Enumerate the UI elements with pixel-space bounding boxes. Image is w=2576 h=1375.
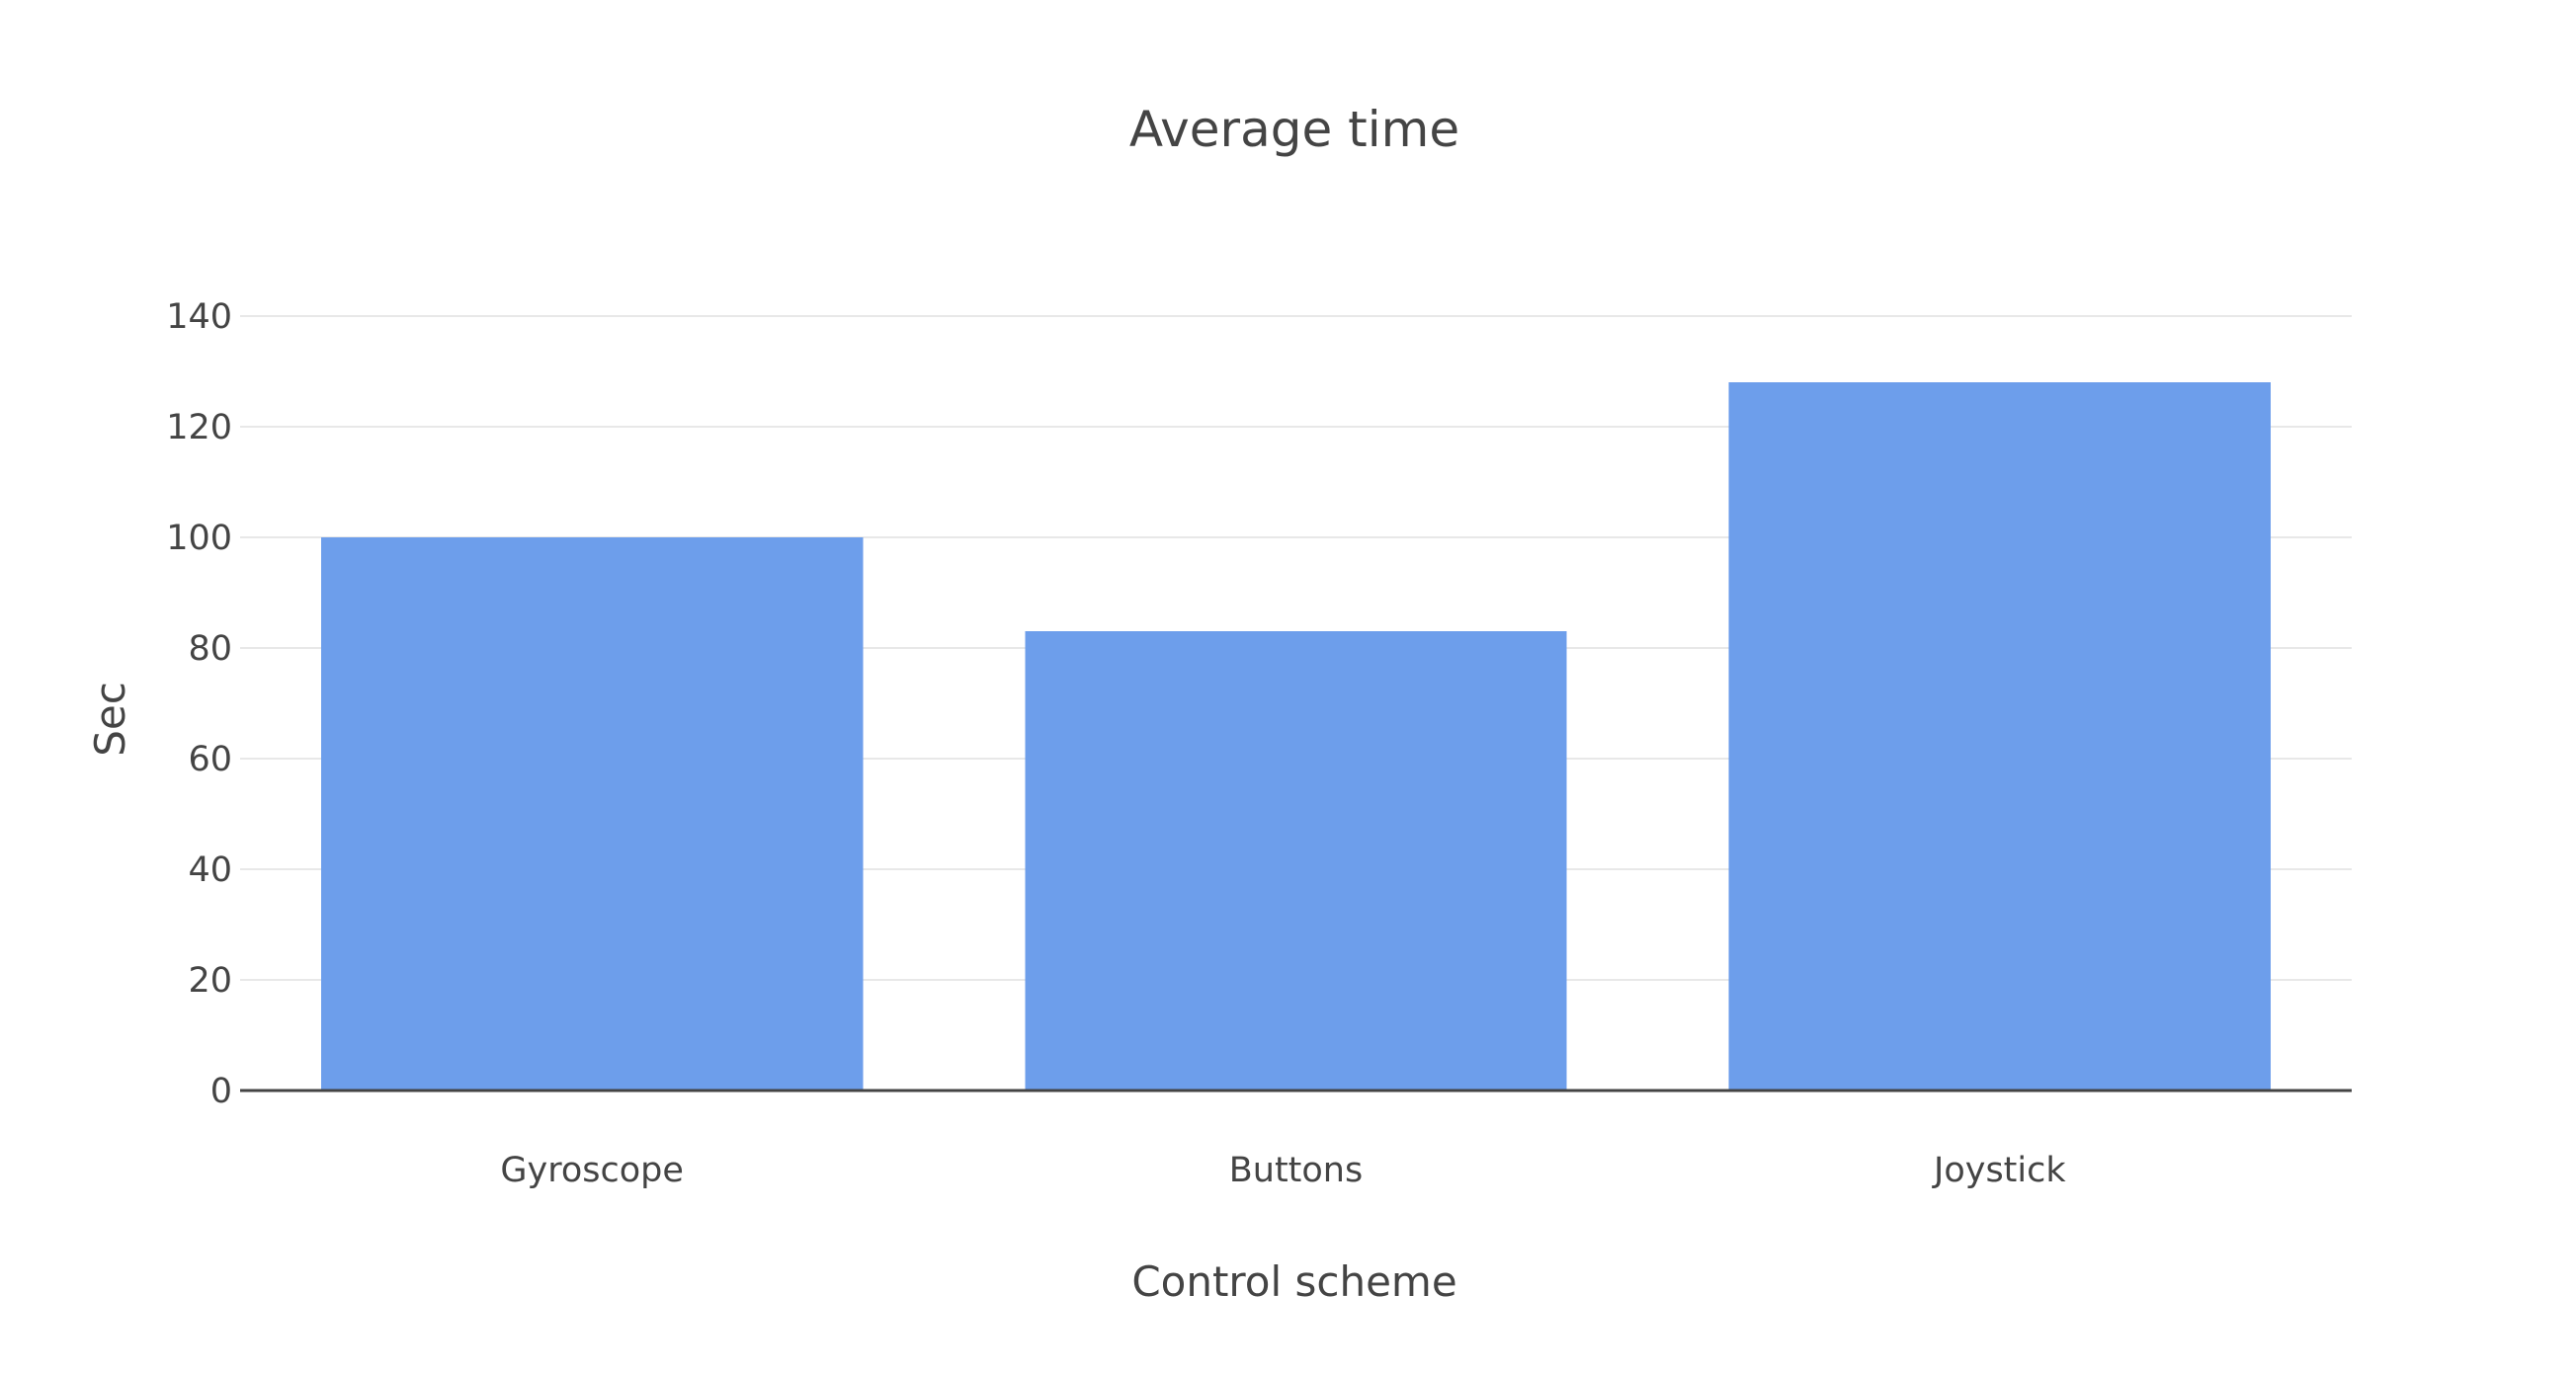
bar-joystick bbox=[1728, 382, 2272, 1091]
x-axis-ticks: Gyroscope Buttons Joystick bbox=[500, 1151, 2066, 1190]
y-tick-label: 40 bbox=[188, 850, 232, 890]
x-tick-label: Gyroscope bbox=[500, 1151, 684, 1190]
x-tick-label: Joystick bbox=[1932, 1151, 2066, 1190]
x-tick-label: Buttons bbox=[1229, 1151, 1363, 1190]
y-tick-label: 80 bbox=[188, 629, 232, 669]
y-axis-title: Sec bbox=[86, 682, 134, 757]
y-tick-label: 0 bbox=[210, 1072, 232, 1111]
bar-buttons bbox=[1025, 631, 1567, 1091]
y-axis-ticks: 0 20 40 60 80 100 120 140 bbox=[166, 297, 232, 1111]
y-tick-label: 20 bbox=[188, 961, 232, 1001]
bar-gyroscope bbox=[320, 537, 864, 1091]
y-tick-label: 120 bbox=[166, 408, 232, 447]
y-tick-label: 100 bbox=[166, 519, 232, 558]
chart-title: Average time bbox=[1129, 101, 1459, 158]
y-tick-label: 60 bbox=[188, 740, 232, 779]
bars bbox=[320, 382, 2272, 1091]
y-tick-label: 140 bbox=[166, 297, 232, 337]
x-axis-title: Control scheme bbox=[1131, 1257, 1456, 1306]
